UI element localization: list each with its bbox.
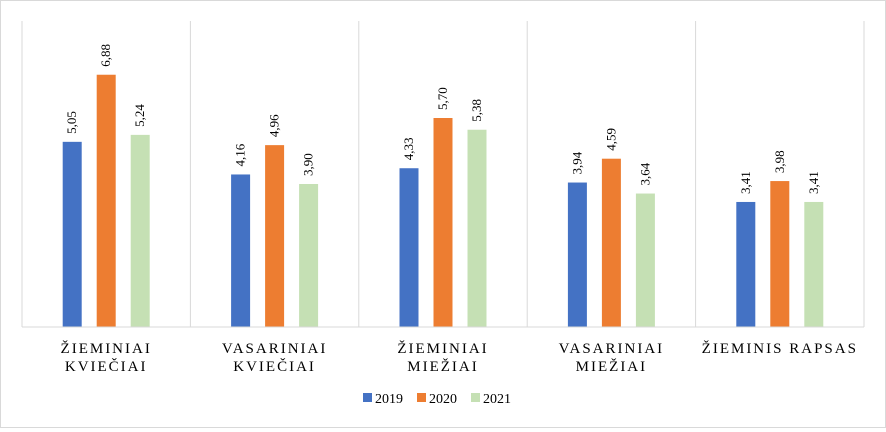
value-label: 4,59 [603, 128, 618, 151]
bar-2020-1 [96, 74, 116, 327]
bar-2021-1 [130, 134, 150, 327]
category-label: MIEŽIAI [576, 358, 647, 375]
bar-2019-5 [736, 201, 756, 327]
category-dividers [21, 21, 865, 327]
bar-2019-1 [62, 141, 82, 327]
value-label: 5,38 [469, 99, 484, 122]
value-labels: 5,05 6,88 5,24 4,16 4,96 3,90 4,33 5,70 5,38 3,94… [64, 44, 821, 194]
value-label: 4,96 [267, 114, 282, 137]
value-label: 6,88 [98, 44, 113, 67]
bar-2021-2 [299, 184, 319, 327]
bar-2021-4 [635, 193, 655, 327]
value-label: 4,16 [233, 143, 248, 166]
category-label: KVIEČIAI [65, 358, 148, 375]
bar-2019-2 [231, 174, 251, 327]
bar-2020-5 [770, 181, 790, 327]
legend-label-2019: 2019 [375, 392, 403, 407]
legend: 2019 2020 2021 [363, 392, 511, 407]
category-label: VASARINIAI [222, 341, 328, 357]
bar-2020-4 [601, 158, 621, 327]
value-label: 5,70 [435, 87, 450, 110]
category-label: ŽIEMINIAI [61, 340, 152, 357]
value-label: 5,24 [132, 104, 147, 127]
category-label: MIEŽIAI [407, 358, 478, 375]
category-label: ŽIEMINIS RAPSAS [702, 340, 858, 357]
value-label: 3,98 [772, 150, 787, 173]
value-label: 5,05 [64, 111, 79, 134]
category-label: KVIEČIAI [233, 358, 316, 375]
legend-swatch-2021 [471, 393, 480, 402]
value-label: 3,94 [569, 151, 584, 174]
category-label: ŽIEMINIAI [397, 340, 488, 357]
value-label: 3,90 [301, 153, 316, 176]
value-label: 3,41 [806, 171, 821, 194]
value-label: 3,41 [738, 171, 753, 194]
bars [62, 74, 824, 327]
bar-2019-3 [399, 168, 419, 327]
legend-label-2020: 2020 [429, 392, 457, 407]
bar-2021-5 [804, 201, 824, 327]
bar-2020-2 [265, 145, 285, 327]
value-label: 4,33 [401, 137, 416, 160]
legend-swatch-2019 [363, 393, 372, 402]
bar-2019-4 [567, 182, 587, 327]
legend-label-2021: 2021 [483, 392, 511, 407]
bar-2021-3 [467, 129, 487, 327]
category-label: VASARINIAI [559, 341, 665, 357]
legend-swatch-2020 [417, 393, 426, 402]
category-labels: ŽIEMINIAIKVIEČIAIVASARINIAIKVIEČIAIŽIEMI… [61, 340, 858, 375]
value-label: 3,64 [637, 162, 652, 185]
bar-2020-3 [433, 118, 453, 327]
